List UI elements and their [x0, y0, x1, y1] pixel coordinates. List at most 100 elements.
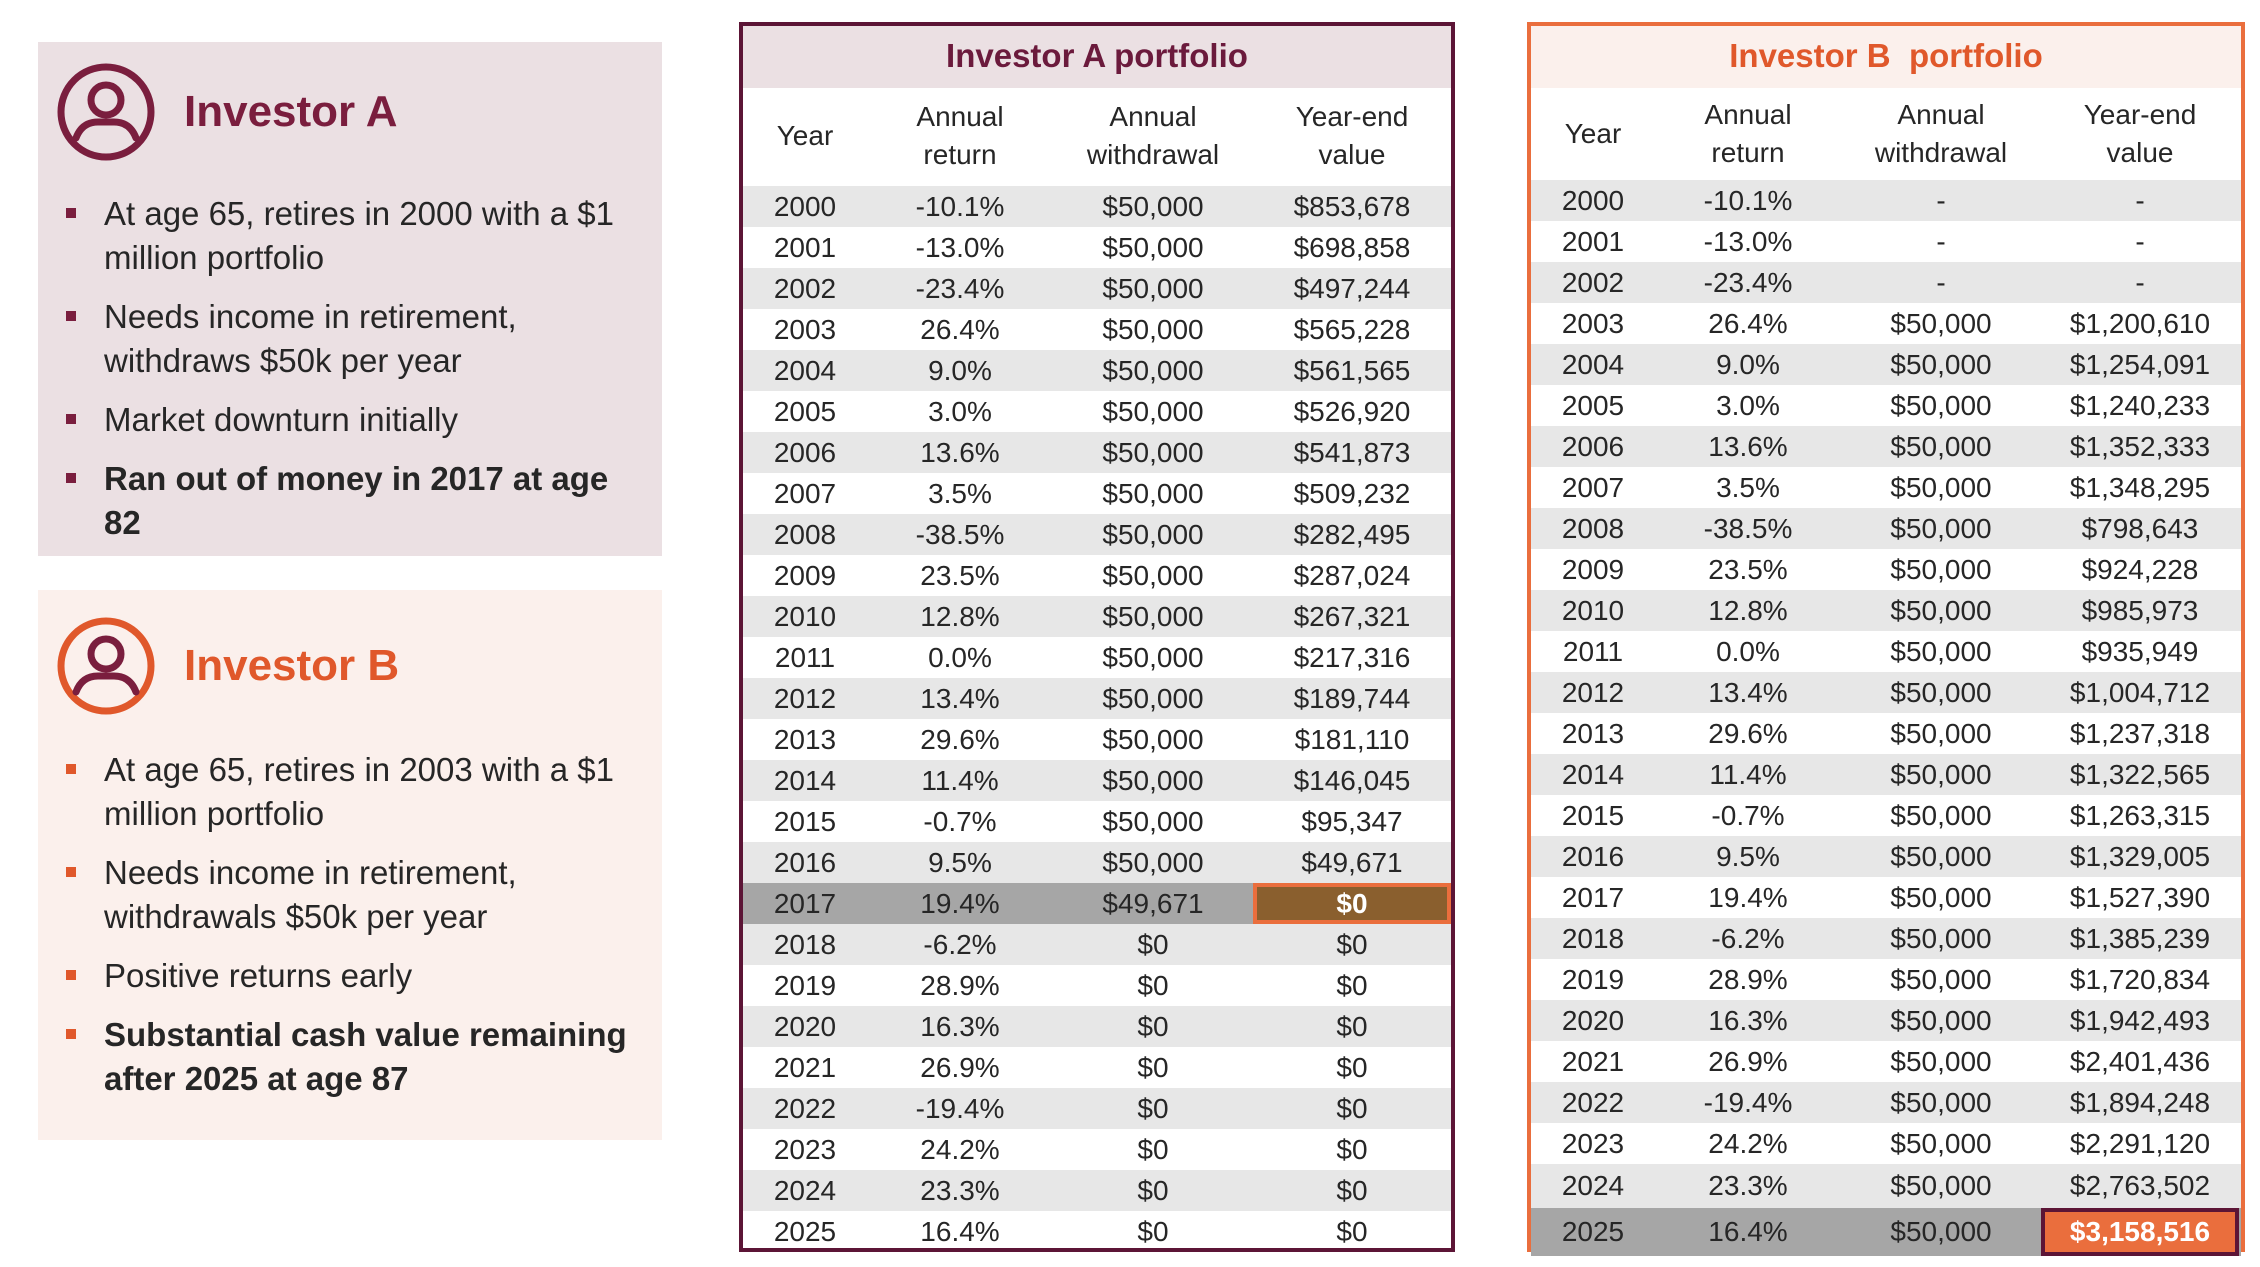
investor-b-name: Investor B [184, 641, 400, 690]
header-year-label: Year [776, 120, 834, 151]
cell-withdrawal: $50,000 [1890, 963, 1992, 995]
cell-value: $267,321 [1293, 600, 1411, 632]
cell-year: 2024 [1561, 1170, 1625, 1201]
cell-value: $1,200,610 [2069, 307, 2211, 339]
cell-year: 2018 [1561, 922, 1625, 954]
cell-year: 2006 [1561, 430, 1625, 462]
cell-value: $1,237,318 [2069, 717, 2211, 749]
cell-year: 2016 [773, 846, 837, 878]
cell-return: 26.9% [1708, 1045, 1788, 1077]
table-row: 2014 11.4% $50,000 $146,045 [743, 760, 1451, 801]
cell-return: -13.0% [1703, 225, 1793, 257]
cell-year: 2006 [773, 436, 837, 468]
bullet-item: Substantial cash value remaining after 2… [62, 1013, 642, 1101]
cell-value: $853,678 [1293, 190, 1411, 222]
header-value-line: Year-end [1295, 101, 1409, 132]
cell-withdrawal: $50,000 [1890, 840, 1992, 872]
cell-withdrawal: $50,000 [1102, 641, 1204, 673]
cell-withdrawal: $50,000 [1890, 553, 1992, 585]
bullet-text: Ran out of money in 2017 at age 82 [104, 460, 609, 541]
cell-year: 2020 [773, 1010, 837, 1042]
bullet-text: Substantial cash value remaining after 2… [104, 1016, 627, 1097]
table-row: 2004 9.0% $50,000 $1,254,091 [1531, 344, 2241, 385]
cell-return: 0.0% [928, 641, 992, 673]
cell-year: 2002 [773, 272, 837, 304]
table-row: 2005 3.0% $50,000 $526,920 [743, 391, 1451, 432]
cell-withdrawal: $50,000 [1890, 594, 1992, 626]
cell-value: $217,316 [1293, 641, 1411, 673]
cell-withdrawal: $50,000 [1890, 389, 1992, 421]
cell-return: 19.4% [920, 887, 1000, 919]
header-year-label: Year [1564, 118, 1622, 149]
cell-year: 2019 [1561, 963, 1625, 995]
table-body: 2000 -10.1% - - 2001 -13.0% - - 2002 -23.4% - - 2003… [1531, 180, 2241, 1256]
table-row: 2022 -19.4% $0 $0 [743, 1088, 1451, 1129]
cell-withdrawal: $50,000 [1102, 764, 1204, 796]
table-row: 2012 13.4% $50,000 $189,744 [743, 678, 1451, 719]
investor-a-card: Investor A At age 65, retires in 2000 wi… [38, 42, 662, 556]
cell-withdrawal: $50,000 [1890, 1086, 1992, 1118]
table-row: 2004 9.0% $50,000 $561,565 [743, 350, 1451, 391]
header-value-line: Year-end [2083, 99, 2197, 130]
cell-value: $509,232 [1293, 477, 1411, 509]
cell-value: $0 [1336, 1010, 1368, 1042]
table-row: 2022 -19.4% $50,000 $1,894,248 [1531, 1082, 2241, 1123]
cell-return: 12.8% [1708, 594, 1788, 626]
cell-withdrawal: $50,000 [1890, 307, 1992, 339]
cell-year: 2022 [1561, 1086, 1625, 1118]
cell-withdrawal: $50,000 [1890, 676, 1992, 708]
cell-value: $287,024 [1293, 559, 1411, 591]
table-row: 2021 26.9% $0 $0 [743, 1047, 1451, 1088]
cell-withdrawal: $50,000 [1102, 190, 1204, 222]
bullet-text: At age 65, retires in 2000 with a $1 mil… [104, 195, 614, 276]
bullet-text: Positive returns early [104, 957, 413, 994]
table-header: Year Annual return Annual withdrawal Year-… [743, 88, 1451, 184]
cell-return: 24.2% [920, 1133, 1000, 1165]
cell-return: 13.4% [920, 682, 1000, 714]
cell-withdrawal: - [1936, 225, 1946, 257]
bullet-item: Market downturn initially [62, 398, 642, 442]
table-row: 2001 -13.0% - - [1531, 221, 2241, 262]
bullet-item: At age 65, retires in 2003 with a $1 mil… [62, 748, 642, 836]
header-withdrawal-line: withdrawal [1874, 137, 2008, 168]
cell-return: 26.4% [1708, 307, 1788, 339]
cell-return: 29.6% [920, 723, 1000, 755]
investor-b-card: Investor B At age 65, retires in 2003 wi… [38, 590, 662, 1140]
header-withdrawal-line: Annual [1109, 101, 1197, 132]
investor-a-header: Investor A [56, 60, 398, 164]
cell-return: 16.4% [920, 1215, 1000, 1247]
header-return-line: return [1711, 137, 1785, 168]
cell-year: 2002 [1561, 266, 1625, 298]
cell-return: -19.4% [915, 1092, 1005, 1124]
cell-withdrawal: $50,000 [1102, 805, 1204, 837]
table-header: Year Annual return Annual withdrawal Year-… [1531, 88, 2241, 180]
table-row: 2003 26.4% $50,000 $1,200,610 [1531, 303, 2241, 344]
cell-value: $282,495 [1293, 518, 1411, 550]
cell-withdrawal: $50,000 [1890, 1004, 1992, 1036]
cell-withdrawal: - [1936, 184, 1946, 216]
table-row: 2013 29.6% $50,000 $1,237,318 [1531, 713, 2241, 754]
cell-year: 2015 [1561, 799, 1625, 831]
cell-withdrawal: $50,000 [1102, 231, 1204, 263]
header-withdrawal-line: Annual [1897, 99, 1985, 130]
cell-value: $1,942,493 [2069, 1004, 2211, 1036]
cell-return: 3.0% [1716, 389, 1780, 421]
user-circle-icon [57, 617, 155, 715]
table-row: 2024 23.3% $50,000 $2,763,502 [1531, 1164, 2241, 1208]
cell-return: -0.7% [923, 805, 997, 837]
investor-a-portfolio-table: Investor A portfolio Year Annual return A… [739, 22, 1455, 1252]
cell-withdrawal: $50,000 [1890, 1127, 1992, 1159]
cell-return: -6.2% [1711, 922, 1785, 954]
cell-value: $49,671 [1301, 846, 1403, 878]
cell-value: $2,291,120 [2069, 1127, 2211, 1159]
cell-year: 2014 [773, 764, 837, 796]
cell-return: 13.4% [1708, 676, 1788, 708]
cell-return: -38.5% [915, 518, 1005, 550]
bullet-text: Market downturn initially [104, 401, 458, 438]
cell-value: $526,920 [1293, 395, 1411, 427]
bullet-square-icon [66, 764, 76, 774]
cell-year: 2007 [1561, 471, 1625, 503]
cell-value: $698,858 [1293, 231, 1411, 263]
cell-return: 24.2% [1708, 1127, 1788, 1159]
bullet-square-icon [66, 311, 76, 321]
